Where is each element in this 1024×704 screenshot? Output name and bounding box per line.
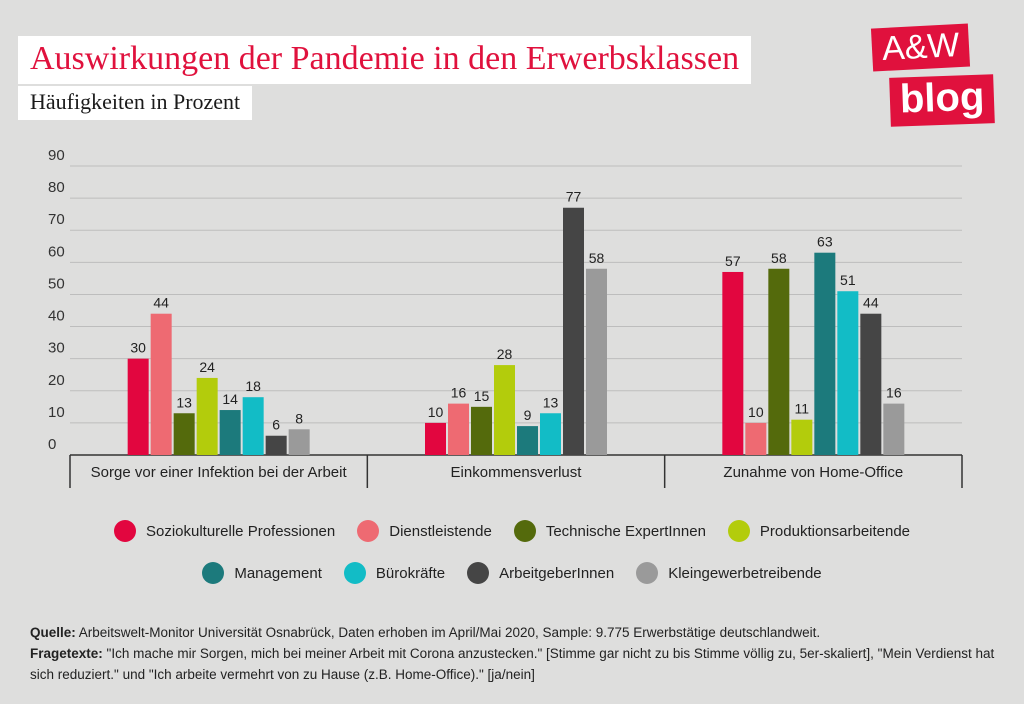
legend-swatch xyxy=(636,562,659,584)
bar xyxy=(563,207,584,455)
bar xyxy=(745,422,767,455)
bar xyxy=(173,413,195,455)
bar xyxy=(127,358,149,455)
bar xyxy=(448,403,469,455)
data-label: 11 xyxy=(795,401,810,417)
bar xyxy=(860,313,882,455)
y-tick-label: 90 xyxy=(48,147,65,164)
legend-label: Bürokräfte xyxy=(375,564,446,582)
data-label: 14 xyxy=(222,391,238,407)
legend-item: Bürokräfte xyxy=(343,562,446,584)
y-tick-label: 50 xyxy=(48,275,65,292)
legend-item: Kleingewerbetreibende xyxy=(636,562,822,584)
x-category-label: Zunahme von Home-Office xyxy=(723,464,903,481)
data-label: 13 xyxy=(543,394,559,410)
legend-swatch xyxy=(357,520,380,542)
data-label: 16 xyxy=(886,385,902,401)
data-label: 9 xyxy=(524,407,532,423)
bar-chart: 0 10 20 30 40 50 60 70 80 90 Sorge vor einer Infek… xyxy=(48,147,963,488)
data-label: 10 xyxy=(428,404,444,420)
y-tick-label: 10 xyxy=(48,404,65,421)
source-note: Quelle: Arbeitswelt-Monitor Universität … xyxy=(30,622,1000,643)
data-label: 44 xyxy=(153,295,169,311)
legend-row-2: Management Bürokräfte ArbeitgeberInnen Klei… xyxy=(0,562,1024,584)
legend-item: Produktionsarbeitende xyxy=(727,520,911,542)
legend-label: Kleingewerbetreibende xyxy=(668,564,822,582)
y-tick-label: 20 xyxy=(48,372,65,389)
data-label: 44 xyxy=(863,295,879,311)
bar xyxy=(288,429,310,455)
bar xyxy=(791,419,813,455)
bar xyxy=(814,252,836,455)
bar xyxy=(425,422,446,455)
bar xyxy=(722,271,744,455)
legend-item: Management xyxy=(202,562,322,584)
bar xyxy=(540,413,561,455)
y-tick-label: 40 xyxy=(48,308,65,325)
legend-label: Technische ExpertInnen xyxy=(545,522,706,540)
data-label: 24 xyxy=(199,359,215,375)
data-label: 16 xyxy=(451,385,467,401)
questions-label: Fragetexte: xyxy=(30,646,103,661)
legend-label: Soziokulturelle Professionen xyxy=(145,522,336,540)
data-label: 58 xyxy=(771,250,787,266)
legend-label: Produktionsarbeitende xyxy=(759,522,911,540)
bar xyxy=(219,410,241,455)
subtitle-box: Häufigkeiten in Prozent xyxy=(18,86,253,120)
source-label: Quelle: xyxy=(30,625,76,640)
bar xyxy=(586,268,607,455)
legend-item: Soziokulturelle Professionen xyxy=(113,520,336,542)
footer: Quelle: Arbeitswelt-Monitor Universität … xyxy=(30,622,1000,685)
bar xyxy=(837,291,859,455)
bar xyxy=(150,313,172,455)
question-note: Fragetexte: "Ich mache mir Sorgen, mich … xyxy=(30,643,1000,685)
data-label: 58 xyxy=(589,250,605,266)
questions-text: "Ich mache mir Sorgen, mich bei meiner A… xyxy=(30,646,995,682)
data-label: 18 xyxy=(245,378,261,394)
data-label: 51 xyxy=(840,272,856,288)
x-category-label: Einkommensverlust xyxy=(451,464,583,481)
data-label: 8 xyxy=(295,410,303,426)
bar xyxy=(768,268,790,455)
legend-swatch xyxy=(343,562,366,584)
y-tick-label: 0 xyxy=(48,436,56,453)
y-tick-label: 30 xyxy=(48,340,65,357)
source-text: Arbeitswelt-Monitor Universität Osnabrüc… xyxy=(75,625,821,640)
legend-item: Technische ExpertInnen xyxy=(513,520,706,542)
data-label: 10 xyxy=(748,404,764,420)
legend-swatch xyxy=(467,562,490,584)
legend-label: Management xyxy=(234,564,322,582)
data-label: 57 xyxy=(725,253,741,269)
legend-item: ArbeitgeberInnen xyxy=(467,562,614,584)
bar xyxy=(242,397,264,455)
legend-label: Dienstleistende xyxy=(389,522,492,540)
data-label: 63 xyxy=(817,234,833,250)
legend-item: Dienstleistende xyxy=(357,520,492,542)
x-category-label: Sorge vor einer Infektion bei der Arbeit xyxy=(91,464,348,481)
title-box: Auswirkungen der Pandemie in den Erwerbs… xyxy=(18,36,752,84)
y-tick-label: 70 xyxy=(48,211,65,228)
data-label: 6 xyxy=(272,417,280,433)
bar xyxy=(196,377,218,455)
legend-swatch xyxy=(513,520,536,542)
bar xyxy=(265,435,287,455)
data-label: 77 xyxy=(566,189,582,205)
y-tick-label: 60 xyxy=(48,243,65,260)
legend-label: ArbeitgeberInnen xyxy=(499,564,615,582)
bar xyxy=(494,365,515,455)
data-label: 30 xyxy=(130,340,146,356)
data-label: 28 xyxy=(497,346,513,362)
bar xyxy=(883,403,905,455)
bar xyxy=(517,426,538,455)
legend-swatch xyxy=(727,520,750,542)
bar xyxy=(471,406,492,455)
chart-subtitle: Häufigkeiten in Prozent xyxy=(30,89,241,114)
data-label: 13 xyxy=(176,394,192,410)
legend-row-1: Soziokulturelle Professionen Dienstleiste… xyxy=(0,520,1024,542)
chart-title: Auswirkungen der Pandemie in den Erwerbs… xyxy=(30,40,740,77)
legend-swatch xyxy=(113,520,136,542)
y-tick-label: 80 xyxy=(48,179,65,196)
legend-swatch xyxy=(202,562,225,584)
data-label: 15 xyxy=(474,388,490,404)
